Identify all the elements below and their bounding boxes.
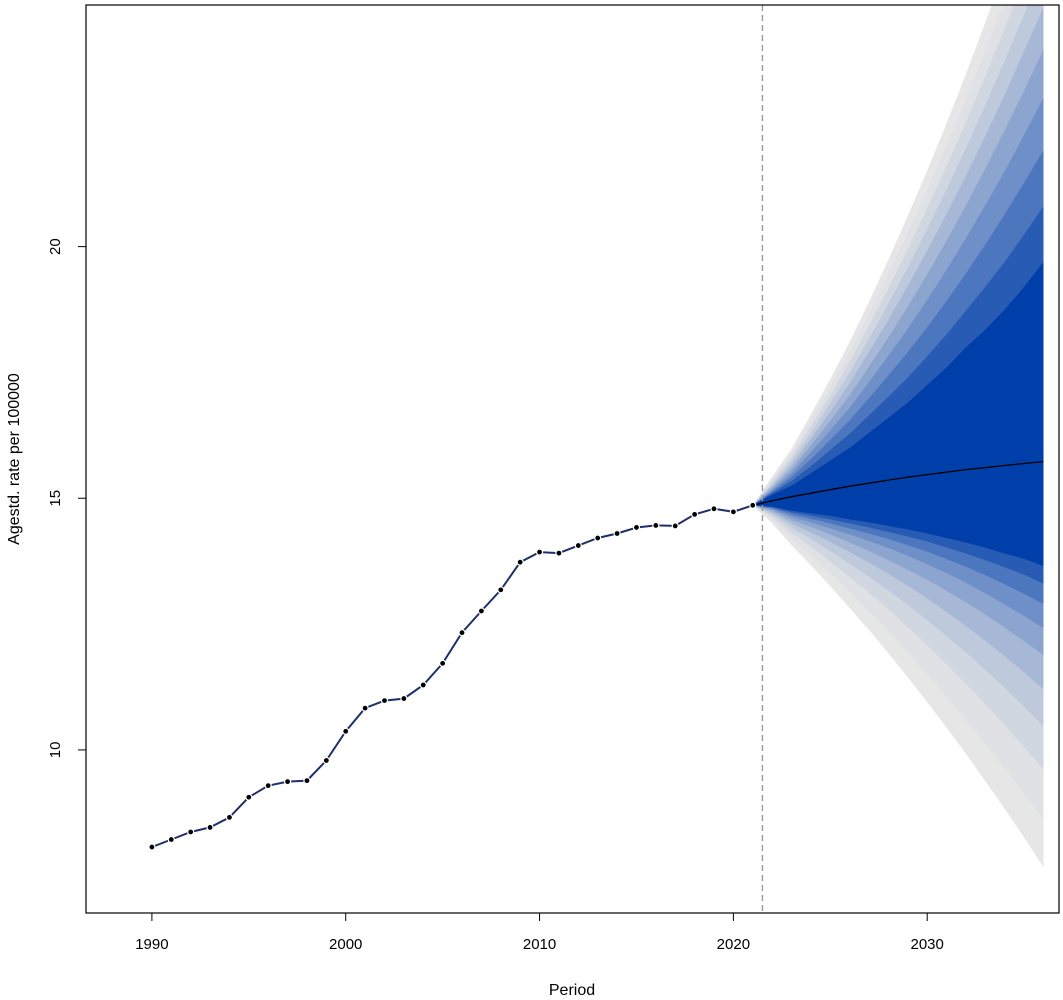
observed-point	[691, 510, 699, 518]
observed-point	[342, 727, 350, 735]
observed-point	[594, 534, 602, 542]
observed-point	[749, 501, 757, 509]
observed-point	[477, 607, 486, 615]
axes: 1990 2000 2010 2020 2030 10 15 20	[47, 238, 944, 953]
observed-point	[458, 629, 466, 637]
observed-point	[361, 704, 369, 712]
observed-point	[497, 586, 505, 594]
plot-area	[148, 5, 1044, 913]
observed-point	[283, 778, 292, 786]
observed-point	[303, 777, 311, 785]
observed-point	[555, 549, 563, 557]
plot-frame	[85, 4, 1060, 914]
observed-point	[652, 521, 660, 530]
observed-point	[245, 793, 253, 801]
observed-point	[613, 529, 621, 538]
y-tick-label: 15	[47, 490, 64, 507]
observed-point	[516, 558, 524, 566]
observed-point	[419, 681, 427, 689]
observed-point	[632, 523, 641, 532]
y-tick-label: 20	[47, 238, 64, 255]
observed-point	[729, 508, 737, 516]
observed-line	[151, 504, 754, 849]
observed-point	[535, 548, 544, 556]
y-axis-title: Agestd. rate per 100000	[6, 373, 23, 545]
observed-point	[710, 505, 718, 513]
observed-point	[206, 823, 214, 832]
observed-point	[187, 828, 195, 836]
x-tick-label: 2010	[523, 936, 556, 953]
observed-point	[574, 541, 582, 550]
x-tick-label: 2030	[911, 936, 944, 953]
x-tick-label: 1990	[135, 936, 168, 953]
observed-point	[439, 659, 447, 667]
x-axis-title: Period	[549, 982, 595, 999]
observed-point	[167, 835, 175, 844]
observed-point	[671, 522, 679, 530]
observed-point	[225, 813, 234, 821]
prediction-bands	[752, 5, 1044, 868]
observed-point	[400, 694, 408, 703]
forecast-mean-line	[752, 460, 1044, 506]
x-tick-label: 2000	[329, 936, 362, 953]
x-tick-label: 2020	[717, 936, 750, 953]
y-tick-label: 10	[47, 742, 64, 759]
observed-point	[148, 843, 156, 851]
observed-point	[264, 782, 272, 790]
observed-point	[322, 756, 330, 765]
observed-point	[380, 696, 389, 705]
